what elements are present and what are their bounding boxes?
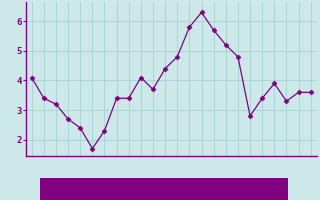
X-axis label: Windchill (Refroidissement éolien,°C): Windchill (Refroidissement éolien,°C) <box>72 171 271 180</box>
